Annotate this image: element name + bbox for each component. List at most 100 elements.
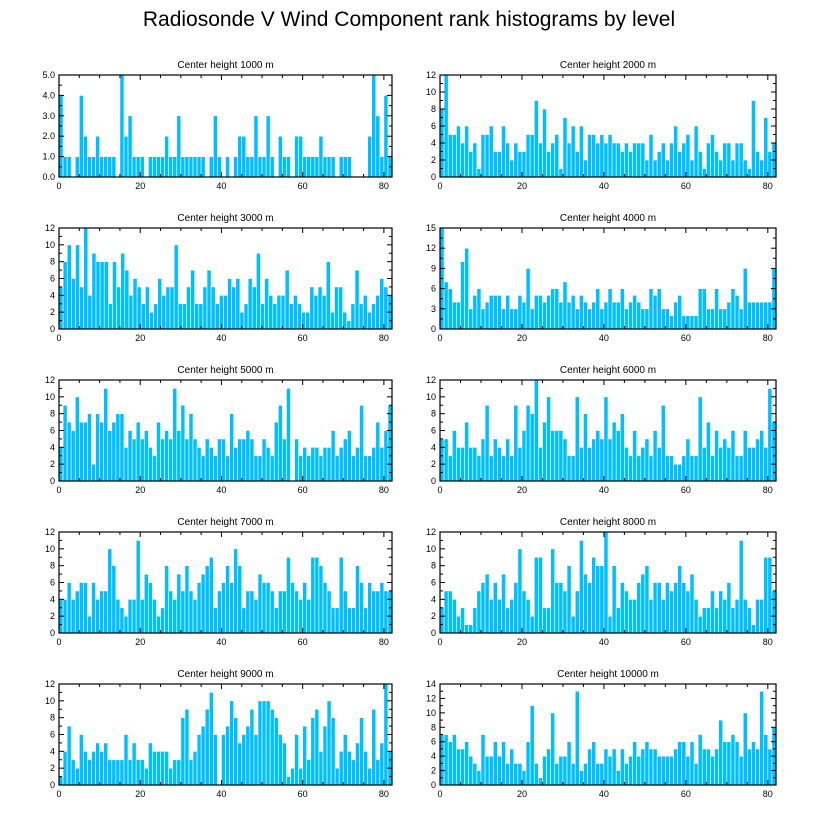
histogram-bar bbox=[529, 705, 535, 786]
y-tick-label: 2.0 bbox=[42, 131, 55, 141]
histogram-bar bbox=[194, 303, 200, 330]
histogram-bar bbox=[310, 156, 316, 178]
histogram-bar bbox=[149, 311, 154, 330]
histogram-bar bbox=[722, 599, 728, 634]
histogram-bar bbox=[566, 142, 572, 178]
histogram-bar bbox=[208, 556, 214, 634]
panel-title: Center height 3000 m bbox=[177, 213, 273, 224]
histogram-bar bbox=[751, 100, 756, 178]
histogram-bar bbox=[767, 301, 773, 330]
histogram-bar bbox=[363, 607, 368, 634]
histogram-bar bbox=[669, 755, 674, 786]
y-tick-label: 0 bbox=[431, 172, 436, 182]
histogram-bar bbox=[693, 315, 699, 330]
x-tick-label: 20 bbox=[517, 181, 527, 191]
histogram-bar bbox=[164, 751, 169, 786]
histogram-bar bbox=[619, 748, 625, 786]
y-tick-label: 8 bbox=[50, 409, 55, 419]
y-tick-label: 0 bbox=[50, 476, 55, 486]
histogram-bar bbox=[476, 168, 482, 178]
histogram-bar bbox=[652, 748, 658, 786]
histogram-bar bbox=[542, 607, 547, 634]
histogram-bar bbox=[599, 763, 605, 786]
histogram-bar bbox=[111, 565, 117, 634]
histogram-bar bbox=[710, 134, 715, 178]
y-tick-label: 4 bbox=[431, 594, 436, 604]
histogram-bar bbox=[387, 404, 393, 482]
histogram-bar bbox=[730, 159, 736, 178]
histogram-bar bbox=[677, 741, 683, 786]
histogram-bar bbox=[143, 430, 149, 482]
histogram-bar bbox=[624, 308, 629, 330]
histogram-bar bbox=[726, 142, 732, 178]
histogram-bar bbox=[204, 708, 210, 786]
histogram-bar bbox=[379, 582, 385, 634]
histogram-bar bbox=[103, 590, 109, 634]
histogram-bar bbox=[628, 151, 633, 178]
histogram-bar bbox=[747, 447, 752, 482]
histogram-bar bbox=[135, 421, 141, 482]
histogram-bar bbox=[229, 700, 234, 786]
histogram-bar bbox=[710, 455, 715, 482]
histogram-bar bbox=[198, 303, 204, 330]
histogram-bar bbox=[681, 455, 687, 482]
histogram-bar bbox=[480, 308, 486, 330]
histogram-bar bbox=[330, 607, 336, 634]
histogram-bar bbox=[505, 142, 510, 178]
histogram-bar bbox=[697, 615, 703, 634]
histogram-bar bbox=[367, 767, 372, 786]
histogram-bar bbox=[767, 151, 773, 178]
histogram-bar bbox=[501, 741, 506, 786]
histogram-bar bbox=[62, 156, 68, 178]
histogram-bar bbox=[103, 261, 109, 330]
histogram-bar bbox=[673, 301, 678, 330]
histogram-bar bbox=[751, 447, 756, 482]
histogram-bar bbox=[375, 115, 381, 178]
histogram-bar bbox=[685, 590, 691, 634]
histogram-bar bbox=[119, 413, 125, 482]
histogram-panel: Center height 10000 m 0 20 40 60 80 0 2 4 6 8 10 12 1… bbox=[426, 669, 777, 799]
histogram-bar bbox=[66, 421, 72, 482]
histogram-bar bbox=[562, 755, 568, 786]
histogram-bar bbox=[607, 288, 613, 330]
histogram-bar bbox=[685, 134, 691, 178]
histogram-bar bbox=[751, 741, 756, 786]
histogram-bar bbox=[742, 430, 748, 482]
histogram-bar bbox=[472, 142, 478, 178]
y-tick-label: 0 bbox=[50, 324, 55, 334]
histogram-bar bbox=[443, 438, 449, 482]
histogram-bar bbox=[558, 582, 564, 634]
histogram-bar bbox=[347, 751, 352, 786]
histogram-bar bbox=[79, 734, 84, 786]
histogram-bar bbox=[58, 286, 64, 330]
x-tick-label: 0 bbox=[56, 637, 61, 647]
x-tick-label: 20 bbox=[135, 637, 145, 647]
histogram-bar bbox=[136, 286, 142, 330]
histogram-bar bbox=[202, 286, 208, 330]
histogram-bar bbox=[550, 142, 556, 178]
histogram-bar bbox=[355, 447, 360, 482]
histogram-bar bbox=[595, 763, 601, 786]
histogram-bar bbox=[615, 607, 621, 634]
histogram-bar bbox=[460, 748, 465, 786]
histogram-bar bbox=[116, 286, 121, 330]
histogram-bar bbox=[603, 396, 609, 482]
histogram-bar bbox=[172, 599, 178, 634]
histogram-bar bbox=[599, 308, 605, 330]
histogram-bar bbox=[237, 135, 243, 178]
histogram-bar bbox=[273, 421, 279, 482]
histogram-bar bbox=[480, 734, 486, 786]
histogram-bar bbox=[379, 278, 385, 330]
histogram-bar bbox=[656, 755, 662, 786]
histogram-bar bbox=[306, 759, 312, 786]
histogram-bar bbox=[186, 286, 191, 330]
histogram-bar bbox=[241, 607, 247, 634]
histogram-bar bbox=[488, 599, 494, 634]
histogram-bar bbox=[456, 447, 461, 482]
histogram-bar bbox=[542, 421, 547, 482]
histogram-bar bbox=[460, 447, 465, 482]
histogram-bar bbox=[697, 396, 703, 482]
histogram-bar bbox=[269, 455, 275, 482]
histogram-bar bbox=[759, 301, 765, 330]
